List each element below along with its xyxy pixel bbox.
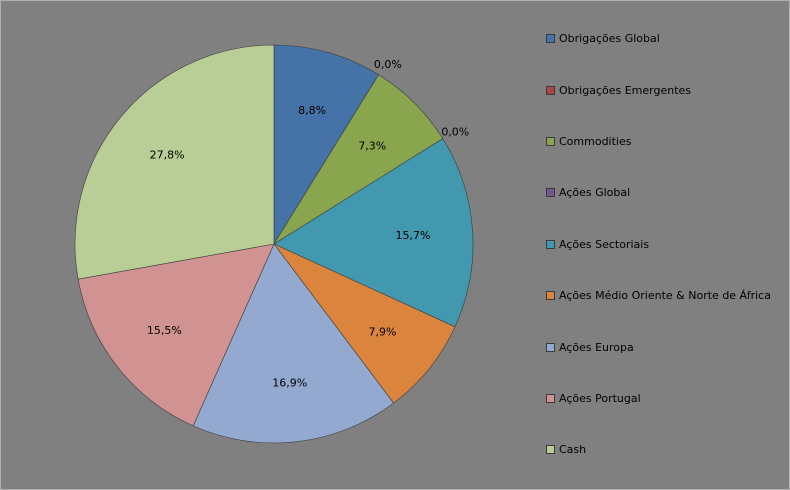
pie-slice [74, 44, 275, 280]
legend-item: Ações Sectoriais [546, 235, 786, 286]
legend-label: Ações Portugal [559, 391, 641, 405]
legend-item: Cash [546, 440, 786, 489]
legend-label: Obrigações Emergentes [559, 83, 692, 97]
legend-swatch [546, 136, 555, 146]
legend-item: Ações Portugal [546, 389, 786, 440]
legend-swatch [546, 34, 555, 44]
legend-label: Ações Global [559, 186, 631, 200]
legend-item: Obrigações Global [546, 29, 786, 80]
legend-label: Cash [559, 443, 587, 457]
legend-item: Ações Europa [546, 337, 786, 388]
legend-swatch [546, 445, 555, 455]
data-label: 7,9% [369, 325, 397, 338]
pie-slice [273, 243, 456, 404]
pie-slice [77, 243, 275, 427]
legend-swatch [546, 291, 555, 301]
data-label: 0,0% [441, 125, 469, 138]
data-label: 16,9% [272, 376, 307, 389]
data-label: 15,5% [147, 324, 182, 337]
data-label: 0,0% [374, 58, 402, 71]
legend-label: Ações Médio Oriente & Norte de África [559, 289, 771, 303]
legend-swatch [546, 239, 555, 249]
data-label: 27,8% [150, 149, 185, 162]
data-label: 7,3% [358, 139, 386, 152]
legend-item: Ações Médio Oriente & Norte de África [546, 286, 786, 337]
legend-swatch [546, 188, 555, 198]
data-label: 15,7% [396, 229, 431, 242]
legend-label: Ações Sectoriais [559, 237, 650, 251]
legend-item: Obrigações Emergentes [546, 80, 786, 131]
pie-slice [192, 243, 395, 444]
legend-label: Ações Europa [559, 340, 634, 354]
pie-slice [273, 44, 380, 246]
legend-swatch [546, 342, 555, 352]
legend-label: Commodities [559, 134, 632, 148]
legend-swatch [546, 85, 555, 95]
legend-swatch [546, 393, 555, 403]
pie-slice [273, 138, 474, 328]
legend: Obrigações Global Obrigações Emergentes Co… [546, 29, 786, 489]
data-label: 8,8% [298, 104, 326, 117]
legend-label: Obrigações Global [559, 32, 660, 46]
legend-item: Ações Global [546, 183, 786, 234]
legend-item: Commodities [546, 132, 786, 183]
